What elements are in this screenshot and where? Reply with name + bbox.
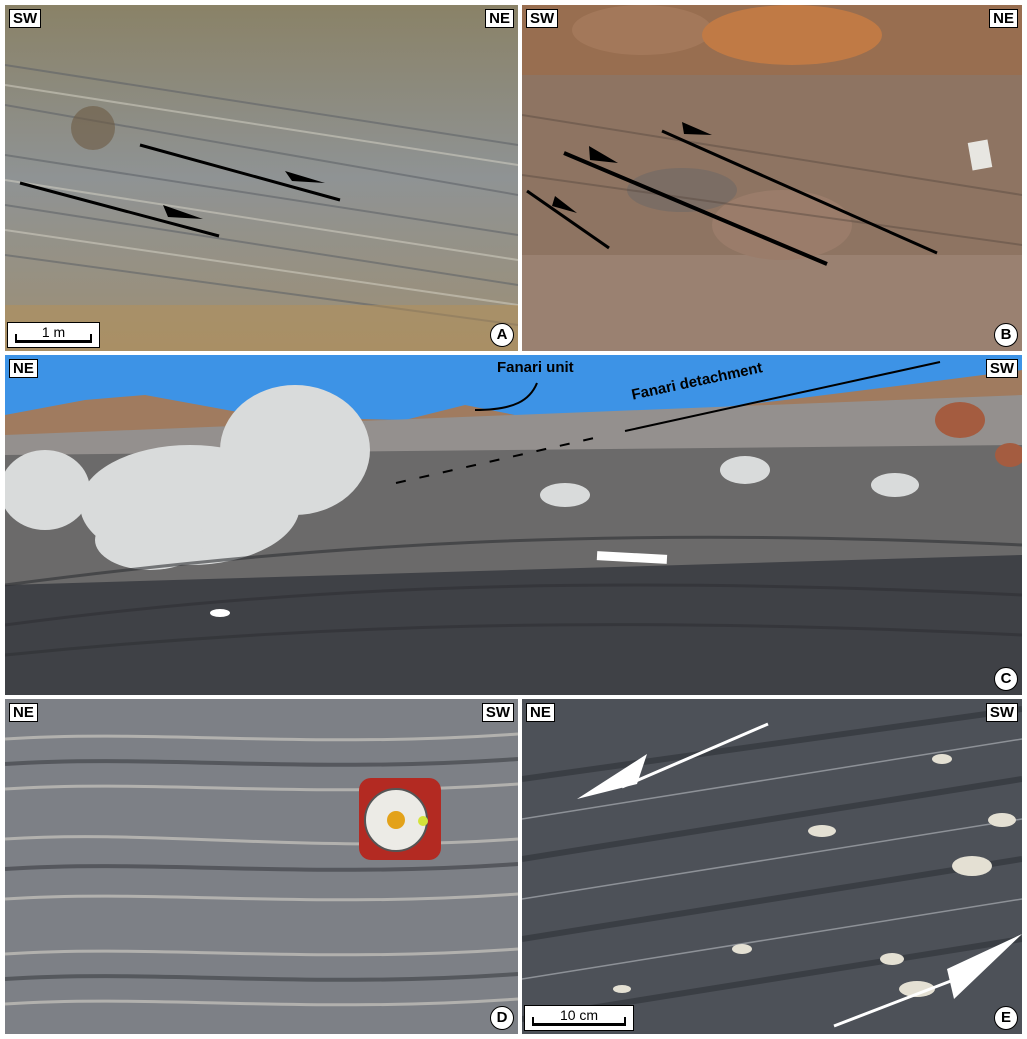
panel-c-photo <box>5 355 1022 695</box>
panel-e: NE SW 10 cm E <box>522 699 1022 1034</box>
panel-letter: C <box>994 667 1018 691</box>
panel-a: SW NE 1 m A <box>5 5 518 351</box>
panel-letter: A <box>490 323 514 347</box>
direction-label-left: SW <box>526 9 559 28</box>
panel-a-photo <box>5 5 518 351</box>
panel-letter: E <box>994 1006 1018 1030</box>
scale-label: 10 cm <box>559 1007 599 1023</box>
direction-label-right: SW <box>985 703 1018 722</box>
panel-d-photo <box>5 699 518 1034</box>
direction-label-left: SW <box>9 9 42 28</box>
scale-label: 1 m <box>41 324 66 340</box>
direction-label-left: NE <box>526 703 555 722</box>
direction-label-right: SW <box>481 703 514 722</box>
direction-label-right: SW <box>985 359 1018 378</box>
white-arrow-top <box>577 722 769 799</box>
direction-label-left: NE <box>9 703 38 722</box>
panel-letter: B <box>994 323 1018 347</box>
scale-bar: 10 cm <box>524 1005 634 1031</box>
direction-label-left: NE <box>9 359 38 378</box>
direction-label-right: NE <box>485 9 514 28</box>
scale-bar: 1 m <box>7 322 100 348</box>
panel-d: NE SW D <box>5 699 518 1034</box>
panel-b: SW NE B <box>522 5 1022 351</box>
panel-b-photo <box>522 5 1022 351</box>
panel-letter: D <box>490 1006 514 1030</box>
compass-icon <box>359 778 441 860</box>
white-arrow-bottom <box>833 934 1022 1028</box>
direction-label-right: NE <box>989 9 1018 28</box>
fanari-unit-label: Fanari unit <box>497 359 574 376</box>
panel-e-photo <box>522 699 1022 1034</box>
panel-c: NE SW Fanari unit Fanari detachment C <box>5 355 1022 695</box>
